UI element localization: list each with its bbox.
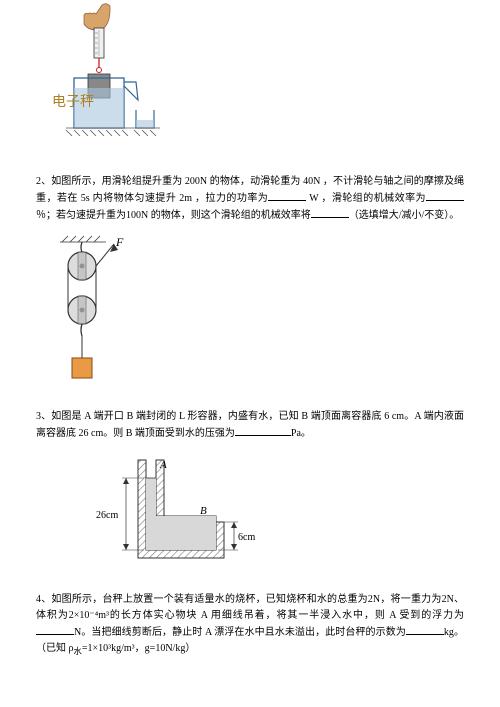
q4-v3: 2×10⁻⁴m³ — [69, 610, 109, 621]
q2-v1: 200N — [185, 176, 207, 187]
q4-t5: 。当把细线剪断后，静止时 A 漂浮在水中且水未溢出，此时台秤的示数为 — [81, 627, 406, 638]
figure-3: A B 26cm 6cm — [96, 448, 464, 584]
q2-blank-1 — [268, 190, 306, 201]
dim-6: 6cm — [238, 532, 255, 543]
figure-1-svg: 电子秤 — [36, 0, 166, 160]
figure-1: 电子秤 — [36, 0, 464, 166]
figure-2-svg: F — [36, 230, 146, 395]
q2-v2: 40N — [303, 176, 320, 187]
q4-t2: ，将一重力为 — [380, 594, 441, 605]
q4-blank-2 — [406, 624, 444, 635]
q2-blank-2 — [426, 190, 464, 201]
q2-u1: W — [306, 193, 318, 204]
figure-2: F — [36, 230, 464, 401]
label-A: A — [159, 459, 167, 471]
q2-v3: 5s — [81, 193, 90, 204]
q4-t1: 如图所示，台秤上放置一个装有适量水的烧杯，已知烧杯和水的总重为 — [51, 594, 367, 605]
q2-v5: 100N — [126, 210, 148, 221]
q4-blank-1 — [36, 624, 74, 635]
q2-u2: ％；若匀速提升重为 — [36, 210, 126, 221]
q2-t4: 内将物体匀速提升 — [90, 193, 180, 204]
q3-v1: 6 cm — [384, 411, 404, 422]
q3-prefix: 3、 — [36, 411, 51, 422]
q4-prefix: 4、 — [36, 594, 51, 605]
label-B: B — [200, 505, 207, 517]
q2-t1: 如图所示，用滑轮组提升重为 — [51, 176, 185, 187]
question-3: 3、如图是 A 端开口 B 端封闭的 L 形容器，内盛有水，已知 B 端顶面离容… — [36, 409, 464, 442]
question-2: 2、如图所示，用滑轮组提升重为 200N 的物体，动滑轮重为 40N ，不计滑轮… — [36, 174, 464, 224]
q4-t7: =1×10³kg/m³，g=10N/kg） — [82, 643, 195, 654]
q4-u2: kg — [444, 627, 454, 638]
q3-v2: 26 cm — [79, 428, 104, 439]
q2-t5: ，拉力的功率为 — [192, 193, 268, 204]
dim-26: 26cm — [96, 510, 118, 521]
scale-label: 电子秤 — [52, 94, 94, 110]
q2-t7: 的物体，则这个滑轮组的机械效率将 — [148, 210, 311, 221]
force-label: F — [115, 235, 124, 249]
q2-v4: 2m — [179, 193, 192, 204]
q4-v2: 2N — [442, 594, 454, 605]
q2-prefix: 2、 — [36, 176, 51, 187]
q2-blank-3 — [311, 207, 349, 218]
q3-blank — [235, 425, 291, 436]
question-4: 4、如图所示，台秤上放置一个装有适量水的烧杯，已知烧杯和水的总重为2N，将一重力… — [36, 592, 464, 658]
q4-v1: 2N — [368, 594, 380, 605]
q2-t2: 的物体，动滑轮重为 — [207, 176, 303, 187]
figure-3-svg: A B 26cm 6cm — [96, 448, 256, 578]
q2-tail: （选填增大/减小/不变）。 — [349, 210, 460, 221]
q4-t4: 的长方体实心物块 A 用细线吊着，将其一半浸入水中，则 A 受到的浮力为 — [109, 610, 464, 621]
q3-unit: Pa。 — [291, 428, 311, 439]
q2-t6: ，滑轮组的机械效率为 — [318, 193, 426, 204]
q3-t1: 如图是 A 端开口 B 端封闭的 L 形容器，内盛有水，已知 B 端顶面离容器底 — [51, 411, 384, 422]
q3-t3: 。则 B 端顶面受到水的压强为 — [103, 428, 235, 439]
q4-sub: 水 — [74, 647, 82, 656]
